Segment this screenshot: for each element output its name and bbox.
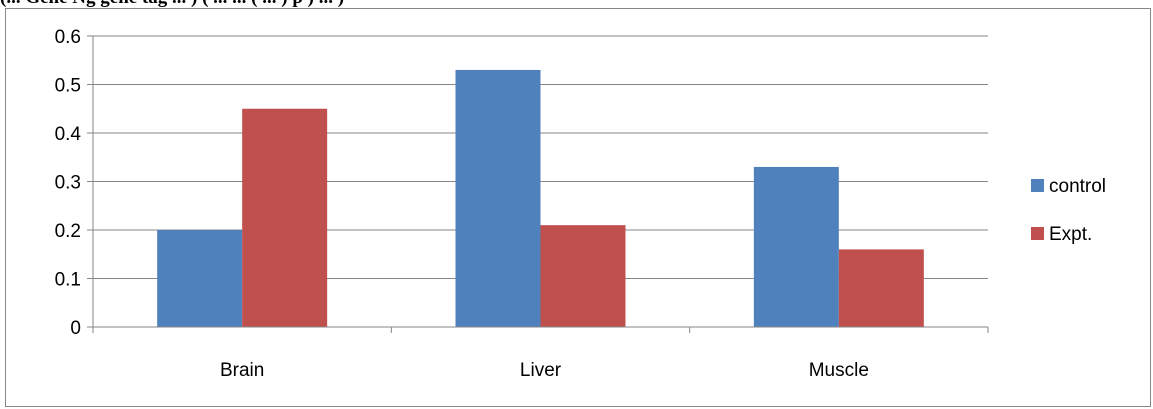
- bar-control-liver: [455, 69, 541, 327]
- y-tick-label-4: 0.4: [55, 124, 82, 145]
- axes: [87, 35, 989, 333]
- bar-control-brain: [157, 230, 243, 327]
- bar-expt-brain: [242, 108, 328, 327]
- bar-expt-liver: [540, 225, 626, 327]
- legend-label-control: control: [1049, 176, 1106, 197]
- tick-labels: 0 0.1 0.2 0.3 0.4 0.5 0.6 Brain Liver Muscle: [55, 27, 869, 381]
- chart-frame: [5, 8, 1151, 407]
- y-tick-label-2: 0.2: [55, 221, 81, 242]
- y-tick-label-0: 0: [70, 318, 81, 339]
- clipped-caption: (... Gene Ng gene tag ... ) ( ... ... ( …: [0, 0, 344, 12]
- bars: [157, 69, 924, 327]
- y-tick-label-3: 0.3: [55, 173, 81, 194]
- legend-label-expt: Expt.: [1049, 224, 1092, 245]
- legend-swatch-expt: [1031, 227, 1044, 240]
- legend-swatch-control: [1031, 179, 1044, 192]
- x-tick-label-liver: Liver: [520, 360, 562, 381]
- legend: control Expt.: [1031, 176, 1106, 245]
- y-tick-label-5: 0.5: [55, 76, 81, 97]
- y-tick-label-6: 0.6: [55, 27, 81, 48]
- y-tick-label-1: 0.1: [55, 270, 81, 291]
- bar-expt-muscle: [838, 249, 924, 327]
- x-tick-label-brain: Brain: [220, 360, 264, 381]
- x-tick-label-muscle: Muscle: [809, 360, 869, 381]
- bar-control-muscle: [753, 166, 839, 327]
